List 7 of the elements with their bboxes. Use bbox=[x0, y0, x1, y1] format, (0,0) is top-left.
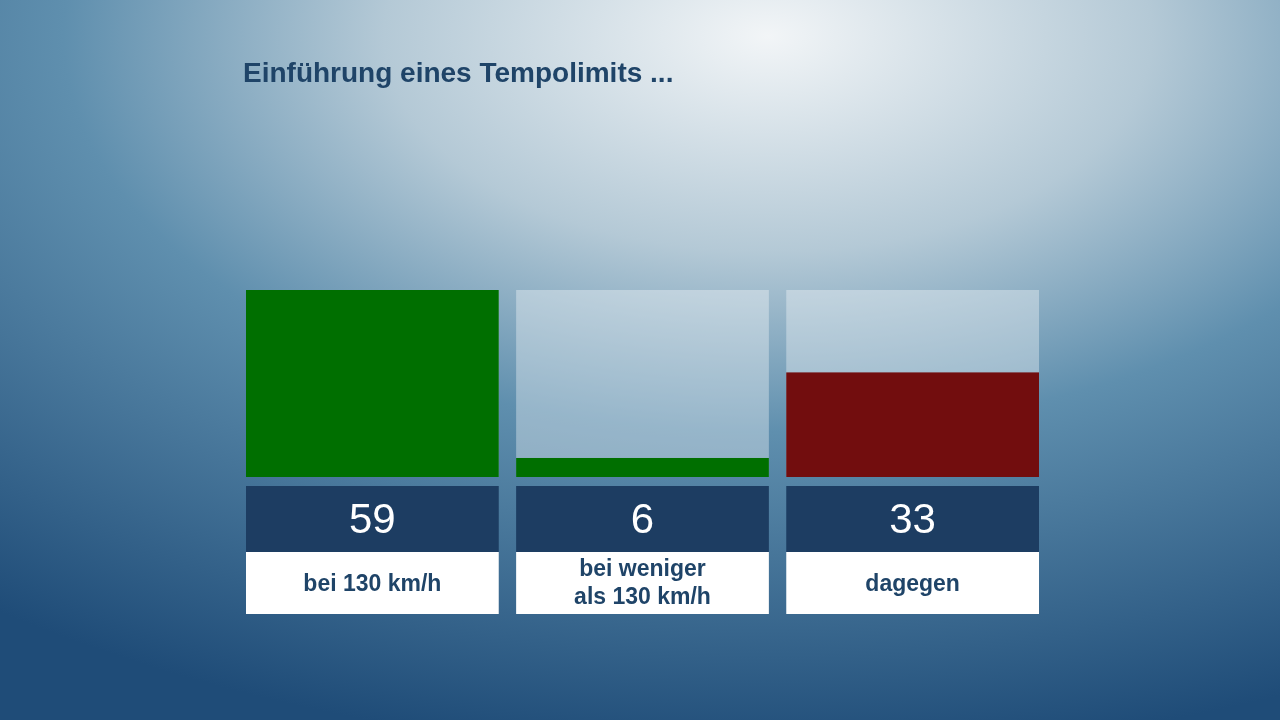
data-label: 59 bbox=[349, 495, 396, 542]
x-tick-label: dagegen bbox=[865, 570, 960, 596]
x-tick-label: bei 130 km/h bbox=[303, 570, 442, 596]
data-label: 6 bbox=[630, 495, 655, 542]
chart-title: Einführung eines Tempolimits ... bbox=[243, 57, 674, 88]
x-tick-label: bei weniger als 130 km/h bbox=[574, 555, 711, 609]
data-label: 33 bbox=[889, 495, 936, 542]
